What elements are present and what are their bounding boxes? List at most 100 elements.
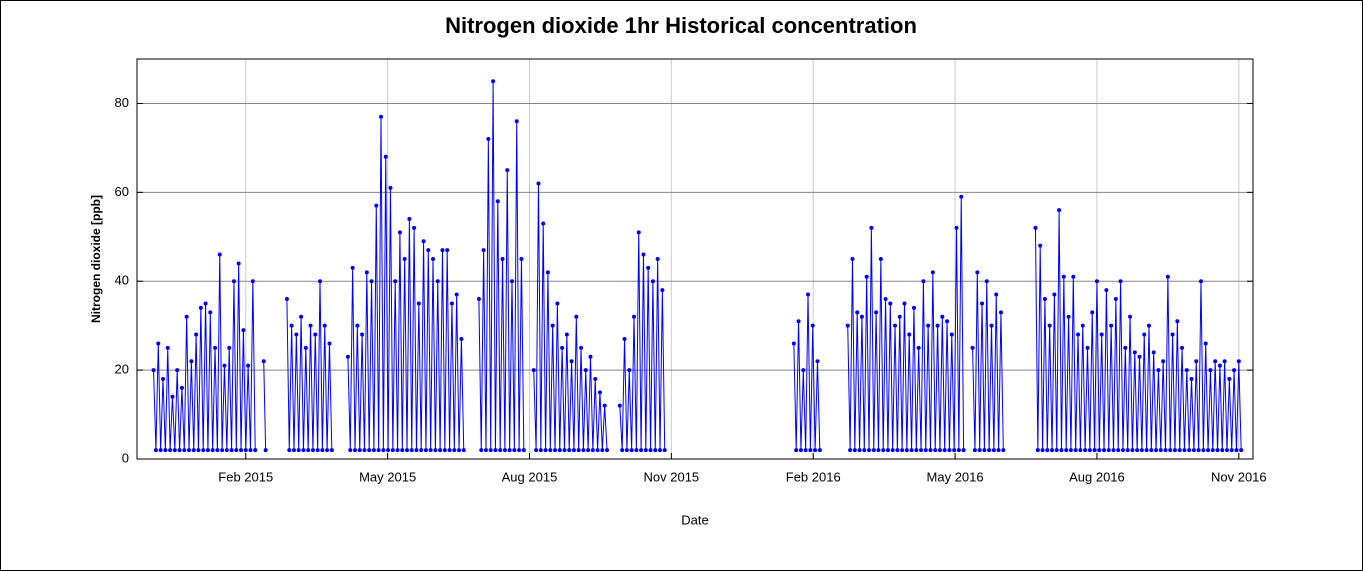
data-point [857,448,862,453]
data-point [243,448,248,453]
data-point [1035,448,1040,453]
data-point [182,448,187,453]
data-point [381,448,386,453]
data-point [1165,274,1170,279]
data-point [517,448,522,453]
plot-frame [136,58,1254,460]
data-point [227,345,232,350]
data-point [151,368,156,373]
data-point [942,448,947,453]
data-point [371,448,376,453]
data-point [246,363,251,368]
data-point [662,448,667,453]
data-point [904,448,909,453]
data-point [1151,350,1156,355]
data-point [414,448,419,453]
data-point [643,448,648,453]
data-point [303,345,308,350]
data-point [890,448,895,453]
data-point [1194,359,1199,364]
data-point [595,448,600,453]
data-point [217,252,222,257]
data-point [493,448,498,453]
data-point [937,448,942,453]
data-point [483,448,488,453]
data-point [165,345,170,350]
data-point [928,448,933,453]
data-point [947,448,952,453]
data-point [1196,448,1201,453]
data-point [419,448,424,453]
data-point [945,319,950,324]
data-point [360,332,365,337]
data-point [579,345,584,350]
data-point [322,323,327,328]
data-point [1001,448,1006,453]
data-point [194,332,199,337]
data-point [653,448,658,453]
data-point [534,448,539,453]
data-point [318,279,323,284]
data-point [878,257,883,261]
data-point [602,403,607,408]
data-point [639,448,644,453]
data-point [1239,448,1244,453]
data-point [435,279,440,284]
data-point [345,354,350,359]
data-point [916,345,921,350]
data-point [911,305,916,310]
data-point [1106,448,1111,453]
data-point [902,301,907,306]
data-point [1182,448,1187,453]
data-point [284,297,289,301]
data-point [641,252,646,257]
data-point [980,301,985,306]
data-point [184,314,189,319]
data-point [306,448,311,453]
data-point [1154,448,1159,453]
data-point [1139,448,1144,453]
data-point [491,79,496,84]
data-point [1236,359,1241,364]
data-point [597,390,602,395]
data-point [177,448,182,453]
x-tick-label: Feb 2015 [218,469,273,484]
data-point [442,448,447,453]
data-point [553,448,558,453]
data-point [163,448,168,453]
data-point [205,448,210,453]
data-point [213,345,218,350]
data-point [914,448,919,453]
data-point [505,168,510,173]
data-point [388,185,393,190]
data-point [581,448,586,453]
data-point [310,448,315,453]
data-point [1040,448,1045,453]
data-point [810,323,815,328]
data-point [859,314,864,319]
data-point [935,323,940,328]
data-point [229,448,234,453]
data-point [327,341,332,346]
data-point [1222,359,1227,364]
data-point [236,261,241,266]
data-point [813,448,818,453]
data-point [949,332,954,337]
y-tick-label: 0 [122,450,129,465]
data-point [1149,448,1154,453]
data-point [379,114,384,119]
data-point [1099,332,1104,337]
data-point [1142,332,1147,337]
data-point [796,319,801,324]
data-point [1158,448,1163,453]
data-point [519,257,524,261]
data-point [1234,448,1239,453]
data-point [1135,448,1140,453]
data-point [1047,323,1052,328]
data-point [170,394,175,399]
data-point [509,279,514,284]
data-point [172,448,177,453]
data-point [631,314,636,319]
data-point [907,332,912,337]
